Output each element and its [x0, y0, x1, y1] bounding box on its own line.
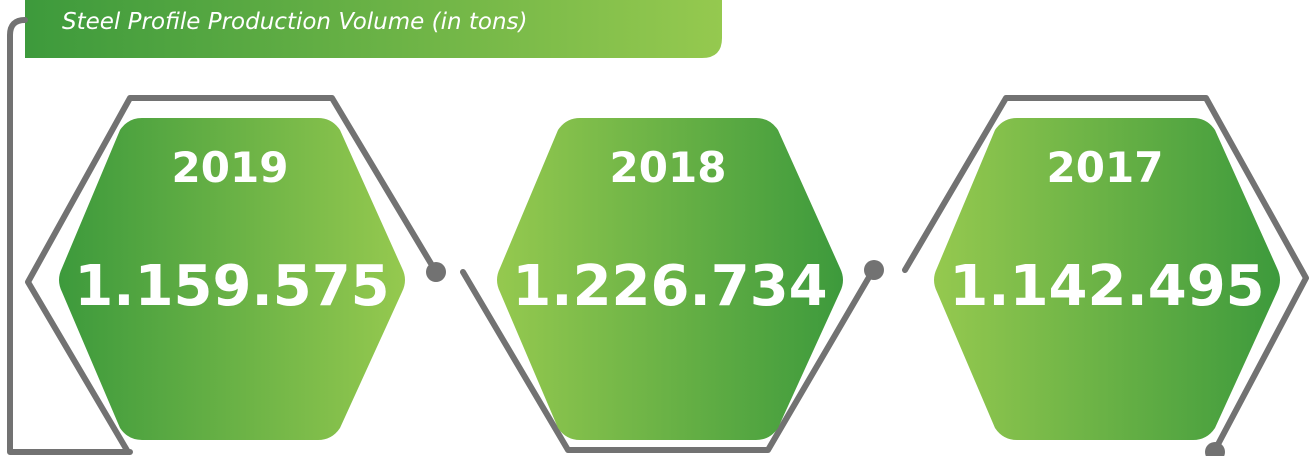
year: 2019 — [172, 143, 289, 192]
hexagon — [59, 118, 405, 440]
connector — [7, 17, 133, 455]
dot — [1205, 442, 1225, 456]
year: 2018 — [610, 143, 727, 192]
outline — [902, 95, 1309, 453]
hexagon — [497, 118, 843, 440]
outline — [25, 95, 439, 455]
value: 1.226.734 — [512, 254, 827, 319]
banner — [25, 0, 722, 58]
outline — [460, 269, 875, 453]
dot — [426, 262, 446, 282]
year: 2017 — [1047, 143, 1164, 192]
hexagon — [934, 118, 1280, 440]
dot — [864, 260, 884, 280]
value: 1.142.495 — [949, 254, 1264, 319]
subtitle: Steel Profile Production Volume (in tons… — [62, 9, 527, 35]
value: 1.159.575 — [74, 254, 389, 319]
